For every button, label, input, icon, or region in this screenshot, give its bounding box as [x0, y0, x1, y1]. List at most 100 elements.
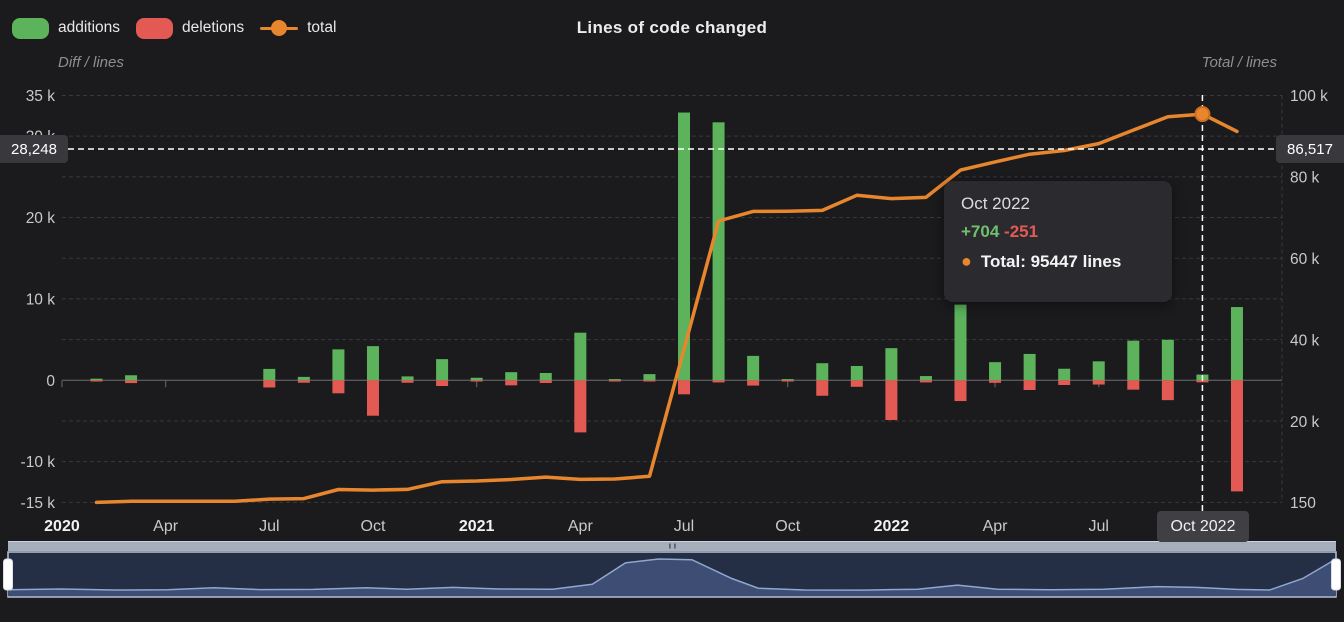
deletion-bar[interactable]: [1230, 380, 1243, 492]
x-axis-tick: Jul: [674, 518, 694, 535]
deletion-bar[interactable]: [297, 380, 310, 383]
tooltip-deletions: -251: [1004, 222, 1039, 241]
deletion-bar[interactable]: [90, 380, 103, 382]
tooltip-total: Total: 95447 lines: [980, 251, 1122, 271]
right-axis-title: Total / lines: [1201, 54, 1277, 71]
left-axis-tick: 20 k: [26, 210, 56, 227]
right-axis-tick: 80 k: [1290, 170, 1320, 187]
right-axis-tick: 60 k: [1290, 251, 1320, 268]
legend-item-additions[interactable]: additions: [12, 17, 121, 39]
addition-bar[interactable]: [297, 376, 310, 381]
deletion-bar[interactable]: [885, 380, 898, 421]
x-axis-tick: Jul: [1089, 518, 1109, 535]
deletion-bar[interactable]: [712, 380, 725, 383]
legend-label-additions: additions: [58, 19, 121, 36]
deletion-bar[interactable]: [366, 380, 379, 416]
deletion-bar[interactable]: [989, 380, 1002, 383]
deletion-bar[interactable]: [919, 380, 932, 383]
deletion-bar[interactable]: [539, 380, 552, 383]
legend: additions deletions total: [12, 16, 352, 40]
x-axis-tick: Apr: [153, 518, 179, 535]
left-axis-labels: 35 k30 k20 k10 k0-10 k-15 k: [21, 88, 56, 512]
deletion-bar[interactable]: [332, 380, 345, 394]
addition-bar[interactable]: [885, 348, 898, 381]
addition-bar[interactable]: [1161, 339, 1174, 381]
addition-bar[interactable]: [919, 376, 932, 381]
addition-bar[interactable]: [1092, 361, 1105, 381]
tooltip-date: Oct 2022: [961, 194, 1030, 213]
additions-swatch-icon: [12, 17, 49, 39]
x-axis-tick: 2020: [44, 518, 80, 535]
addition-bar[interactable]: [90, 378, 103, 381]
deletion-bar[interactable]: [1161, 380, 1174, 401]
deletion-bar[interactable]: [1023, 380, 1036, 390]
addition-bar[interactable]: [401, 376, 414, 381]
deletion-bar[interactable]: [1196, 380, 1209, 383]
addition-bar[interactable]: [747, 355, 760, 381]
deletion-bar[interactable]: [1127, 380, 1140, 390]
scrollbar-grip-icon: [674, 543, 676, 549]
deletion-bar[interactable]: [747, 380, 760, 386]
navigator-mini-area: [8, 559, 1336, 596]
addition-bar[interactable]: [470, 377, 483, 381]
deletion-bar[interactable]: [470, 380, 483, 382]
addition-bar[interactable]: [436, 359, 449, 381]
x-axis-tick: 2021: [459, 518, 495, 535]
deletions-series: [90, 380, 1243, 492]
deletion-bar[interactable]: [608, 380, 621, 382]
addition-bar[interactable]: [1127, 340, 1140, 381]
deletion-bar[interactable]: [401, 380, 414, 383]
addition-bar[interactable]: [125, 375, 138, 381]
x-axis-tick: Oct: [775, 518, 800, 535]
navigator-handle-left[interactable]: [3, 558, 13, 591]
deletion-bar[interactable]: [1058, 380, 1071, 386]
addition-bar[interactable]: [608, 379, 621, 381]
deletion-bar[interactable]: [643, 380, 656, 382]
deletion-bar[interactable]: [125, 380, 138, 384]
x-axis-tick: Oct: [361, 518, 386, 535]
addition-bar[interactable]: [574, 332, 587, 381]
x-axis-tick: Apr: [568, 518, 594, 535]
x-axis-tick: Jul: [259, 518, 279, 535]
addition-bar[interactable]: [678, 112, 691, 381]
x-axis-tick: 2022: [874, 518, 910, 535]
addition-bar[interactable]: [989, 362, 1002, 381]
deletion-bar[interactable]: [574, 380, 587, 433]
addition-bar[interactable]: [366, 346, 379, 381]
deletion-bar[interactable]: [781, 380, 794, 382]
legend-item-total[interactable]: total: [260, 18, 336, 39]
right-axis-labels: 100 k 80 k 60 k 40 k 20 k 150: [1290, 88, 1328, 512]
crosshair-left-value: 28,248: [0, 135, 68, 163]
deletion-bar[interactable]: [816, 380, 829, 396]
addition-bar[interactable]: [505, 372, 518, 381]
addition-bar[interactable]: [850, 365, 863, 381]
scrollbar-track[interactable]: [8, 541, 1336, 551]
addition-bar[interactable]: [781, 379, 794, 381]
legend-label-total: total: [307, 19, 337, 36]
addition-bar[interactable]: [539, 372, 552, 381]
addition-bar[interactable]: [816, 363, 829, 381]
deletion-bar[interactable]: [505, 380, 518, 386]
legend-item-deletions[interactable]: deletions: [136, 17, 244, 39]
total-line[interactable]: [94, 112, 1239, 505]
addition-bar[interactable]: [263, 368, 276, 381]
addition-bar[interactable]: [954, 304, 967, 381]
deletions-swatch-icon: [136, 17, 174, 39]
addition-bar[interactable]: [643, 374, 656, 381]
deletion-bar[interactable]: [850, 380, 863, 387]
deletion-bar[interactable]: [678, 380, 691, 395]
deletion-bar[interactable]: [263, 380, 276, 388]
addition-bar[interactable]: [1023, 353, 1036, 381]
deletion-bar[interactable]: [954, 380, 967, 402]
tooltip: Oct 2022 +704 -251 ● Total: 95447 lines: [944, 181, 1172, 302]
navigator-handle-right[interactable]: [1331, 558, 1341, 591]
addition-bar[interactable]: [1058, 368, 1071, 381]
addition-bar[interactable]: [712, 122, 725, 381]
addition-bar[interactable]: [332, 349, 345, 381]
deletion-bar[interactable]: [436, 380, 449, 386]
total-hover-marker: [1194, 106, 1211, 123]
deletion-bar[interactable]: [1092, 380, 1105, 385]
addition-bar[interactable]: [1230, 307, 1243, 381]
